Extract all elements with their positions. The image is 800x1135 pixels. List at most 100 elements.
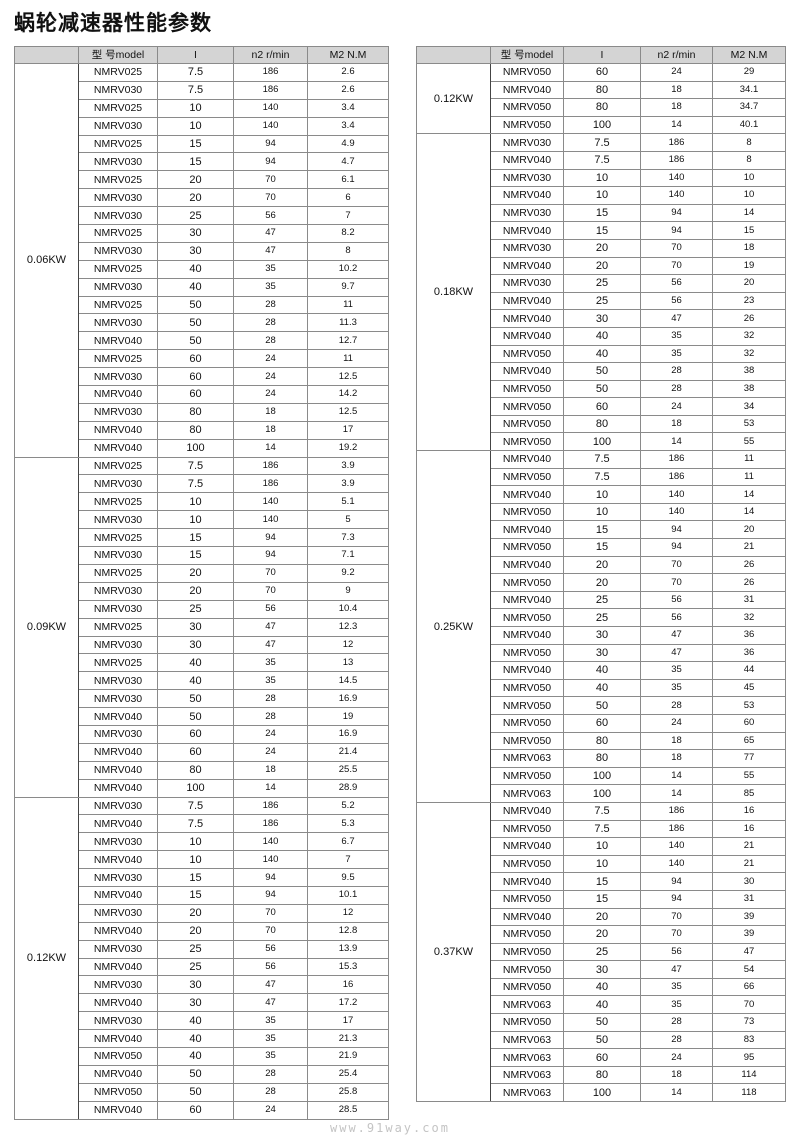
- table-row: NMRV030 30 47 12: [15, 635, 389, 655]
- model-cell: NMRV050: [78, 1046, 158, 1066]
- torque-cell: 3.9: [307, 474, 389, 494]
- torque-cell: 40.1: [712, 115, 786, 135]
- model-cell: NMRV050: [490, 573, 564, 592]
- table-row: NMRV050 10 140 14: [417, 502, 786, 522]
- model-cell: NMRV030: [78, 313, 158, 333]
- table-row: NMRV063 100 14 118: [417, 1083, 786, 1103]
- speed-cell: 35: [233, 1046, 308, 1066]
- model-cell: NMRV040: [78, 850, 158, 870]
- ratio-cell: 25: [563, 291, 641, 311]
- table-row: NMRV040 10 140 14: [417, 485, 786, 504]
- torque-cell: 16.9: [307, 689, 389, 709]
- speed-cell: 186: [640, 801, 713, 821]
- model-cell: NMRV050: [490, 502, 564, 522]
- torque-cell: 9.5: [307, 868, 389, 887]
- model-cell: NMRV050: [490, 115, 564, 135]
- ratio-cell: 40: [563, 995, 641, 1015]
- ratio-cell: 100: [157, 438, 234, 458]
- torque-cell: 32: [712, 608, 786, 627]
- table-row: NMRV025 40 35 13: [15, 653, 389, 673]
- speed-cell: 94: [640, 538, 713, 557]
- speed-cell: 28: [233, 707, 308, 726]
- torque-cell: 83: [712, 1030, 786, 1050]
- ratio-cell: 7.5: [157, 80, 234, 100]
- model-cell: NMRV030: [78, 868, 158, 887]
- torque-cell: 12.5: [307, 402, 389, 422]
- model-cell: NMRV040: [490, 520, 564, 540]
- torque-cell: 12.8: [307, 921, 389, 941]
- table-row: NMRV040 15 94 10.1: [15, 885, 389, 905]
- table-row: 0.25KW NMRV040 7.5 186 11: [416, 450, 786, 803]
- speed-cell: 140: [233, 850, 308, 870]
- torque-cell: 38: [712, 362, 786, 381]
- speed-cell: 18: [640, 731, 713, 751]
- model-cell: NMRV030: [78, 635, 158, 655]
- ratio-cell: 80: [563, 98, 641, 117]
- ratio-cell: 50: [157, 1082, 234, 1102]
- model-cell: NMRV030: [78, 80, 158, 100]
- torque-cell: 8: [712, 133, 786, 152]
- ratio-cell: 60: [563, 713, 641, 733]
- torque-cell: 12.7: [307, 331, 389, 351]
- model-cell: NMRV030: [78, 724, 158, 744]
- speed-cell: 47: [233, 975, 308, 995]
- torque-cell: 6: [307, 188, 389, 208]
- torque-cell: 8.2: [307, 224, 389, 243]
- model-cell: NMRV040: [490, 485, 564, 504]
- table-row: NMRV040 60 24 28.5: [15, 1100, 389, 1120]
- torque-cell: 34.1: [712, 80, 786, 100]
- torque-cell: 5.2: [307, 796, 389, 816]
- model-cell: NMRV040: [490, 907, 564, 927]
- speed-cell: 140: [640, 502, 713, 522]
- ratio-cell: 40: [563, 678, 641, 698]
- torque-cell: 13.9: [307, 939, 389, 959]
- ratio-cell: 60: [157, 742, 234, 762]
- torque-cell: 13: [307, 653, 389, 673]
- model-cell: NMRV030: [490, 203, 564, 223]
- torque-cell: 21.4: [307, 742, 389, 762]
- ratio-cell: 20: [157, 903, 234, 923]
- speed-cell: 47: [640, 626, 713, 645]
- torque-cell: 3.4: [307, 98, 389, 118]
- model-cell: NMRV025: [78, 224, 158, 243]
- ratio-cell: 40: [563, 977, 641, 997]
- model-cell: NMRV050: [490, 713, 564, 733]
- torque-cell: 10.2: [307, 259, 389, 279]
- speed-cell: 56: [640, 608, 713, 627]
- model-cell: NMRV030: [78, 546, 158, 565]
- table-row: NMRV050 15 94 31: [417, 889, 786, 909]
- speed-cell: 47: [640, 960, 713, 979]
- torque-cell: 16: [712, 801, 786, 821]
- speed-cell: 70: [640, 573, 713, 592]
- torque-cell: 39: [712, 907, 786, 927]
- model-cell: NMRV050: [490, 538, 564, 557]
- model-cell: NMRV040: [78, 921, 158, 941]
- ratio-cell: 100: [563, 115, 641, 135]
- torque-cell: 10: [712, 168, 786, 188]
- torque-cell: 21: [712, 837, 786, 856]
- table-row: NMRV050 100 14 55: [417, 432, 786, 452]
- power-group-cell: 0.18KW: [416, 133, 491, 452]
- ratio-cell: 100: [563, 766, 641, 786]
- torque-cell: 20: [712, 274, 786, 293]
- speed-cell: 70: [640, 238, 713, 258]
- model-cell: NMRV050: [490, 63, 564, 82]
- ratio-cell: 60: [563, 63, 641, 82]
- ratio-cell: 7.5: [157, 456, 234, 476]
- ratio-cell: 15: [157, 868, 234, 887]
- speed-cell: 28: [640, 1030, 713, 1050]
- ratio-cell: 10: [563, 168, 641, 188]
- torque-cell: 5.1: [307, 492, 389, 512]
- model-cell: NMRV050: [490, 854, 564, 874]
- model-cell: NMRV050: [490, 678, 564, 698]
- speed-cell: 35: [640, 326, 713, 346]
- speed-cell: 35: [640, 678, 713, 698]
- model-cell: NMRV040: [78, 760, 158, 780]
- speed-cell: 24: [233, 1100, 308, 1120]
- ratio-cell: 100: [563, 432, 641, 452]
- torque-cell: 16: [712, 819, 786, 839]
- torque-cell: 53: [712, 414, 786, 434]
- ratio-cell: 50: [157, 295, 234, 315]
- ratio-cell: 60: [157, 1100, 234, 1120]
